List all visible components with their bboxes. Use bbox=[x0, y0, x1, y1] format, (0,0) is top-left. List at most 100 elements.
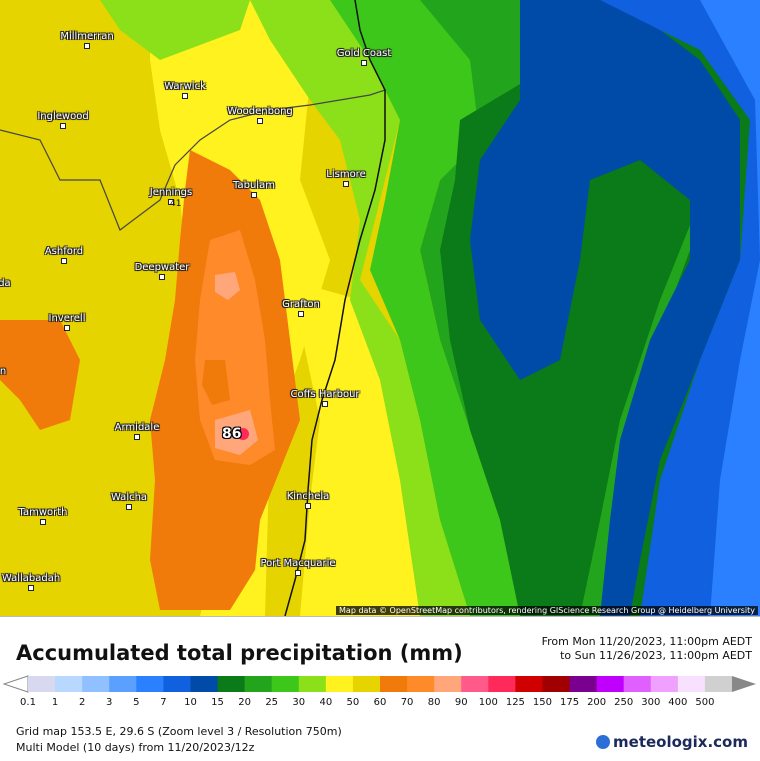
grid-info: Grid map 153.5 E, 29.6 S (Zoom level 3 /… bbox=[16, 725, 342, 738]
scale-tick-label: 200 bbox=[587, 697, 607, 708]
town-marker bbox=[64, 325, 70, 331]
scale-swatch bbox=[298, 676, 327, 692]
scale-tick-label: 25 bbox=[265, 697, 279, 708]
town-marker bbox=[361, 60, 367, 66]
town-marker bbox=[257, 118, 263, 124]
scale-swatch bbox=[325, 676, 354, 692]
town-marker bbox=[159, 274, 165, 280]
town-marker bbox=[251, 192, 257, 198]
scale-tick-label: 400 bbox=[668, 697, 688, 708]
scale-swatch bbox=[380, 676, 408, 692]
scale-tick-label: 500 bbox=[695, 697, 715, 708]
town-label: Lismore bbox=[326, 169, 366, 180]
road-marker: 41 bbox=[170, 199, 182, 209]
town-marker bbox=[343, 181, 349, 187]
brand-text: meteologix.com bbox=[613, 733, 748, 751]
scale-tick-label: 0.1 bbox=[20, 697, 36, 708]
scale-tick-label: 70 bbox=[400, 697, 414, 708]
town-marker bbox=[168, 199, 174, 205]
scale-swatch bbox=[677, 676, 706, 692]
town-label: Woodenbong bbox=[227, 106, 293, 117]
scale-tick-label: 90 bbox=[454, 697, 468, 708]
precip-contours bbox=[0, 0, 760, 616]
scale-swatch bbox=[244, 676, 273, 692]
scale-swatch bbox=[407, 676, 435, 692]
map-attribution[interactable]: Map data © OpenStreetMap contributors, r… bbox=[336, 606, 758, 615]
town-marker bbox=[295, 570, 301, 576]
scale-tick-label: 15 bbox=[211, 697, 224, 708]
town-label: Deepwater bbox=[134, 262, 190, 273]
scale-swatch bbox=[569, 676, 598, 692]
period-to: to Sun 11/26/2023, 11:00pm AEDT bbox=[560, 649, 752, 662]
scale-min-arrow bbox=[2, 675, 29, 693]
scale-tick-label: 125 bbox=[505, 697, 525, 708]
town-marker bbox=[298, 311, 304, 317]
scale-swatch bbox=[488, 676, 516, 692]
scale-tick-label: 50 bbox=[346, 697, 360, 708]
scale-tick-label: 250 bbox=[614, 697, 634, 708]
town-marker bbox=[28, 585, 34, 591]
town-label: Millmerran bbox=[60, 31, 114, 42]
scale-tick-label: 80 bbox=[427, 697, 441, 708]
scale-swatch bbox=[136, 676, 164, 692]
model-info: Multi Model (10 days) from 11/20/2023/12… bbox=[16, 741, 255, 754]
scale-swatch bbox=[217, 676, 246, 692]
scale-tick-label: 150 bbox=[532, 697, 552, 708]
scale-swatch bbox=[596, 676, 625, 692]
town-marker bbox=[126, 504, 132, 510]
scale-tick-label: 40 bbox=[319, 697, 333, 708]
town-label: Inglewood bbox=[37, 111, 89, 122]
edge-town-label-b: on bbox=[0, 366, 7, 377]
town-label: Jennings bbox=[149, 187, 193, 198]
scale-max-arrow bbox=[732, 676, 756, 692]
town-label: Wallabadah bbox=[1, 573, 61, 584]
scale-swatch bbox=[434, 676, 462, 692]
town-marker bbox=[40, 519, 46, 525]
edge-town-label-a: alda bbox=[0, 278, 11, 289]
max-value-label: 86 bbox=[222, 426, 242, 442]
town-label: Tamworth bbox=[18, 507, 68, 518]
scale-tick-label: 30 bbox=[292, 697, 306, 708]
period-from: From Mon 11/20/2023, 11:00pm AEDT bbox=[541, 635, 752, 648]
scale-swatch bbox=[28, 676, 56, 692]
scale-swatch bbox=[190, 676, 219, 692]
scale-tick-label: 10 bbox=[184, 697, 197, 708]
scale-swatch bbox=[82, 676, 110, 692]
scale-swatch bbox=[109, 676, 137, 692]
scale-swatch bbox=[704, 676, 733, 692]
color-scale bbox=[2, 675, 756, 693]
legend-panel: Accumulated total precipitation (mm) Fro… bbox=[0, 616, 760, 761]
scale-tick-label: 7 bbox=[160, 697, 167, 708]
scale-tick-label: 2 bbox=[78, 697, 86, 708]
scale-swatch bbox=[163, 676, 191, 692]
town-label: Inverell bbox=[48, 313, 86, 324]
time-period: From Mon 11/20/2023, 11:00pm AEDT to Sun… bbox=[542, 635, 752, 663]
town-label: Grafton bbox=[282, 299, 320, 310]
brand-logo[interactable]: meteologix.com bbox=[596, 733, 748, 751]
map-title: Accumulated total precipitation (mm) bbox=[16, 641, 463, 665]
scale-tick-label: 100 bbox=[478, 697, 498, 708]
scale-swatch bbox=[650, 676, 679, 692]
scale-swatch bbox=[515, 676, 543, 692]
town-label: Coffs Harbour bbox=[290, 389, 360, 400]
town-marker bbox=[84, 43, 90, 49]
town-marker bbox=[322, 401, 328, 407]
scale-swatch bbox=[55, 676, 83, 692]
town-label: Armidale bbox=[114, 422, 160, 433]
scale-swatch bbox=[271, 676, 300, 692]
town-marker bbox=[182, 93, 188, 99]
scale-tick-label: 1 bbox=[51, 697, 59, 708]
scale-tick-label: 60 bbox=[373, 697, 387, 708]
town-label: Gold Coast bbox=[336, 48, 392, 59]
town-label: Kinchela bbox=[286, 491, 330, 502]
scale-tick-label: 5 bbox=[133, 697, 140, 708]
scale-tick-label: 175 bbox=[559, 697, 580, 708]
precipitation-map[interactable]: Millmerran Warwick Inglewood Woodenbong Gold… bbox=[0, 0, 760, 616]
color-scale-ticks: 0.1 1 2 3 5 7 10 15 20 25 30 40 50 60 70 80 90 100 125 150 1… bbox=[0, 697, 760, 711]
town-marker bbox=[134, 434, 140, 440]
scale-swatch bbox=[623, 676, 652, 692]
scale-swatch bbox=[542, 676, 571, 692]
town-marker bbox=[61, 258, 67, 264]
scale-swatch bbox=[461, 676, 489, 692]
globe-icon bbox=[596, 735, 611, 749]
